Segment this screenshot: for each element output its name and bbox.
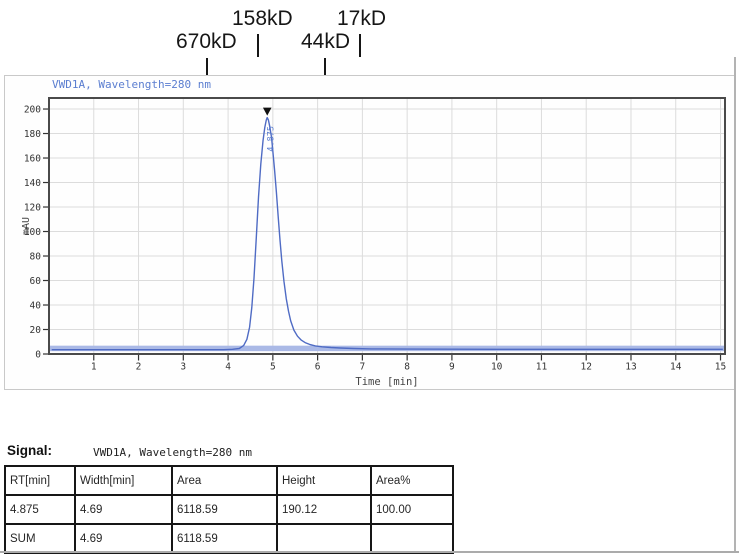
- table-cell: [276, 523, 372, 554]
- table-cell: 190.12: [276, 494, 372, 525]
- chromatogram-plot: 1 2 3 4 5 6 7 8 9 10 11 12 13 14 150204060801001201401…: [21, 97, 726, 388]
- x-tick-label: 13: [625, 362, 636, 373]
- mw-marker-17kd-tick: [359, 34, 361, 57]
- mw-marker-44kd-label: 44kD: [301, 30, 351, 53]
- peak-apex-marker: [262, 107, 272, 116]
- y-tick-label: 40: [30, 301, 42, 312]
- x-tick-label: 4: [225, 362, 231, 373]
- mw-marker-670kd-tick: [206, 58, 208, 81]
- signal-trace: [51, 116, 723, 351]
- mw-marker-44kd-tick: [324, 58, 326, 81]
- x-axis-title: Time [min]: [355, 376, 418, 388]
- table-cell: 4.875: [4, 494, 76, 525]
- y-tick-label: 180: [24, 129, 41, 140]
- table-cell: 100.00: [370, 494, 454, 525]
- x-tick-label: 1: [91, 362, 97, 373]
- table-header-row: RT[min] Width[min] Area Height Area%: [4, 465, 454, 496]
- y-tick-label: 160: [24, 154, 41, 165]
- y-tick-label: 140: [24, 178, 41, 189]
- table-cell: 4.69: [74, 494, 173, 525]
- mw-marker-17kd-label: 17kD: [337, 7, 387, 30]
- y-tick-label: 60: [30, 276, 42, 287]
- y-tick-label: 80: [30, 252, 42, 263]
- x-tick-label: 11: [536, 362, 548, 373]
- table-cell: [370, 523, 454, 554]
- x-tick-label: 3: [180, 362, 186, 373]
- peak-rt-label: 4.875: [267, 126, 277, 152]
- mw-marker-158kd-tick: [257, 34, 259, 57]
- y-axis-title: mAU: [21, 217, 32, 235]
- table-row: SUM 4.69 6118.59: [4, 523, 454, 554]
- x-tick-label: 7: [360, 362, 366, 373]
- y-tick-label: 120: [24, 203, 41, 214]
- signal-label: Signal:: [7, 443, 53, 458]
- signal-value: VWD1A, Wavelength=280 nm: [93, 446, 252, 459]
- table-header-cell: Width[min]: [74, 465, 173, 496]
- peak-results-table: RT[min] Width[min] Area Height Area% 4.875 4.…: [4, 465, 454, 554]
- x-tick-label: 9: [449, 362, 455, 373]
- table-cell: 4.69: [74, 523, 173, 554]
- page-right-rule: [734, 57, 736, 552]
- plot-border: [48, 97, 726, 355]
- table-cell: 6118.59: [171, 494, 278, 525]
- y-tick-label: 0: [35, 350, 41, 361]
- table-header-cell: Area%: [370, 465, 454, 496]
- y-tick-label: 20: [30, 325, 42, 336]
- table-header-cell: RT[min]: [4, 465, 76, 496]
- x-tick-label: 5: [270, 362, 276, 373]
- mw-marker-158kd-label: 158kD: [232, 7, 293, 30]
- x-tick-label: 10: [491, 362, 503, 373]
- x-tick-label: 8: [404, 362, 410, 373]
- x-tick-label: 2: [136, 362, 142, 373]
- chromatogram-panel: VWD1A, Wavelength=280 nm 1 2 3 4 5 6 7 8 9 10 11 12…: [4, 75, 735, 390]
- x-tick-label: 14: [670, 362, 682, 373]
- page-bottom-rule: [0, 551, 739, 553]
- mw-marker-670kd-label: 670kD: [176, 30, 237, 53]
- chromatogram-title: VWD1A, Wavelength=280 nm: [52, 78, 211, 91]
- x-tick-label: 12: [580, 362, 591, 373]
- x-tick-label: 6: [315, 362, 321, 373]
- table-cell: SUM: [4, 523, 76, 554]
- table-header-cell: Area: [171, 465, 278, 496]
- table-row: 4.875 4.69 6118.59 190.12 100.00: [4, 494, 454, 525]
- y-tick-label: 200: [24, 105, 41, 116]
- table-header-cell: Height: [276, 465, 372, 496]
- table-cell: 6118.59: [171, 523, 278, 554]
- y-tick-label: 100: [24, 227, 41, 238]
- x-tick-label: 15: [715, 362, 726, 373]
